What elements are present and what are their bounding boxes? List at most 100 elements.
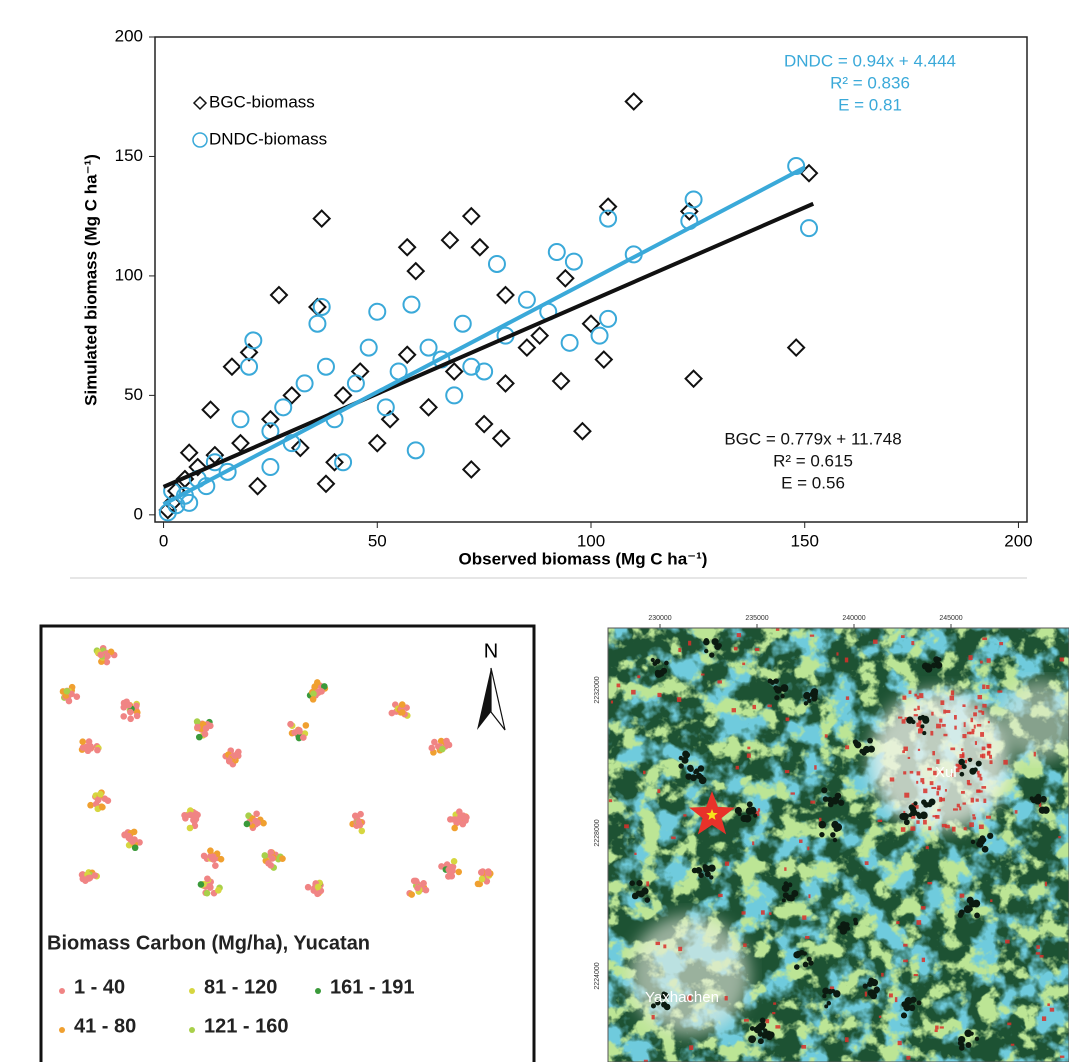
point <box>440 230 460 250</box>
urban-pixel <box>919 693 924 699</box>
dark-patch <box>807 698 812 704</box>
urban-pixel <box>981 753 986 759</box>
legend-label: 41 - 80 <box>74 1015 136 1037</box>
urban-pixel <box>927 767 932 771</box>
cluster-dot <box>104 652 111 660</box>
urban-pixel <box>943 733 948 737</box>
urban-pixel <box>911 803 917 808</box>
urban-pixel <box>686 995 692 1001</box>
urban-pixel <box>913 973 918 977</box>
urban-pixel <box>807 846 810 851</box>
dark-patch <box>899 812 907 821</box>
dark-patch <box>961 764 967 770</box>
urban-pixel <box>972 814 976 817</box>
dark-patch <box>970 839 976 845</box>
dark-patch <box>977 837 985 846</box>
urban-pixel <box>775 628 780 631</box>
dark-patch <box>911 811 916 817</box>
urban-pixel <box>936 791 940 796</box>
urban-pixel <box>657 789 661 794</box>
urban-pixel <box>973 724 976 729</box>
cluster-dot <box>287 720 294 728</box>
point <box>368 302 387 321</box>
dark-patch <box>774 695 780 701</box>
dark-patch <box>969 1031 974 1036</box>
urban-pixel <box>989 754 992 759</box>
cluster-dot <box>215 887 222 894</box>
urban-pixel <box>903 810 906 815</box>
urban-pixel <box>845 696 850 700</box>
urban-pixel <box>651 1014 655 1020</box>
dark-patch <box>981 845 989 853</box>
urban-pixel <box>747 746 751 750</box>
dark-patch <box>664 660 669 666</box>
urban-pixel <box>977 773 982 778</box>
urban-pixel <box>925 846 929 850</box>
point <box>419 338 438 357</box>
urban-pixel <box>920 778 925 783</box>
dark-patch <box>678 755 683 761</box>
place-label: Xul <box>935 764 957 781</box>
x-tick-label: 150 <box>791 531 819 550</box>
urban-pixel <box>824 734 828 738</box>
urban-pixel <box>775 1025 781 1029</box>
point <box>312 209 332 228</box>
dark-patch <box>903 819 910 826</box>
urban-pixel <box>941 823 947 828</box>
dark-patch <box>843 923 849 929</box>
dark-patch <box>664 1004 671 1010</box>
y-tick-label: 200 <box>115 26 143 45</box>
urban-pixel <box>1003 759 1008 765</box>
urban-pixel <box>898 716 903 719</box>
place-label: Yaxhachen <box>645 989 719 1006</box>
urban-pixel <box>983 798 987 803</box>
urban-pixel <box>1010 1043 1015 1046</box>
point <box>274 398 293 417</box>
urban-pixel <box>999 642 1004 646</box>
cluster-dot <box>84 875 92 882</box>
dark-patch <box>837 799 845 806</box>
dark-patch <box>1035 793 1042 800</box>
urban-pixel <box>944 789 947 792</box>
urban-pixel <box>767 704 772 708</box>
urban-pixel <box>966 779 970 785</box>
cluster-dot <box>204 875 211 883</box>
cluster-dot <box>63 687 71 695</box>
point <box>573 421 592 441</box>
urban-pixel <box>878 1015 882 1018</box>
x-tick-label: 245000 <box>939 615 962 622</box>
point <box>461 460 481 479</box>
satellite-ticks: 230000 235000 240000 245000 2232000 2228000 22… <box>594 615 963 990</box>
point <box>517 338 537 358</box>
cluster-dot <box>302 722 310 729</box>
point <box>444 362 464 381</box>
urban-pixel <box>735 765 739 770</box>
urban-pixel <box>957 764 963 770</box>
cluster-dot <box>357 810 364 818</box>
dark-patch <box>704 871 711 878</box>
dark-patch <box>831 796 840 805</box>
dark-patch <box>753 1026 762 1034</box>
point <box>359 338 378 357</box>
dark-patch <box>916 1000 922 1006</box>
urban-pixel <box>911 814 916 819</box>
dark-patch <box>827 796 833 803</box>
point <box>487 254 506 273</box>
dark-patch <box>763 1028 768 1033</box>
urban-pixel <box>1007 1022 1012 1026</box>
point <box>517 290 536 309</box>
dark-patch <box>906 716 914 724</box>
urban-pixel <box>676 697 682 702</box>
dark-patch <box>757 1031 764 1037</box>
cluster-dot <box>193 718 201 725</box>
urban-pixel <box>932 815 938 818</box>
dark-patch <box>629 880 635 886</box>
dark-patch <box>957 1040 964 1046</box>
urban-pixel <box>908 690 912 694</box>
urban-pixel <box>936 723 941 729</box>
urban-pixel <box>1038 802 1042 807</box>
urban-pixel <box>754 811 760 817</box>
dark-patch <box>822 796 829 802</box>
point <box>564 252 583 271</box>
cluster-dot <box>313 679 321 686</box>
